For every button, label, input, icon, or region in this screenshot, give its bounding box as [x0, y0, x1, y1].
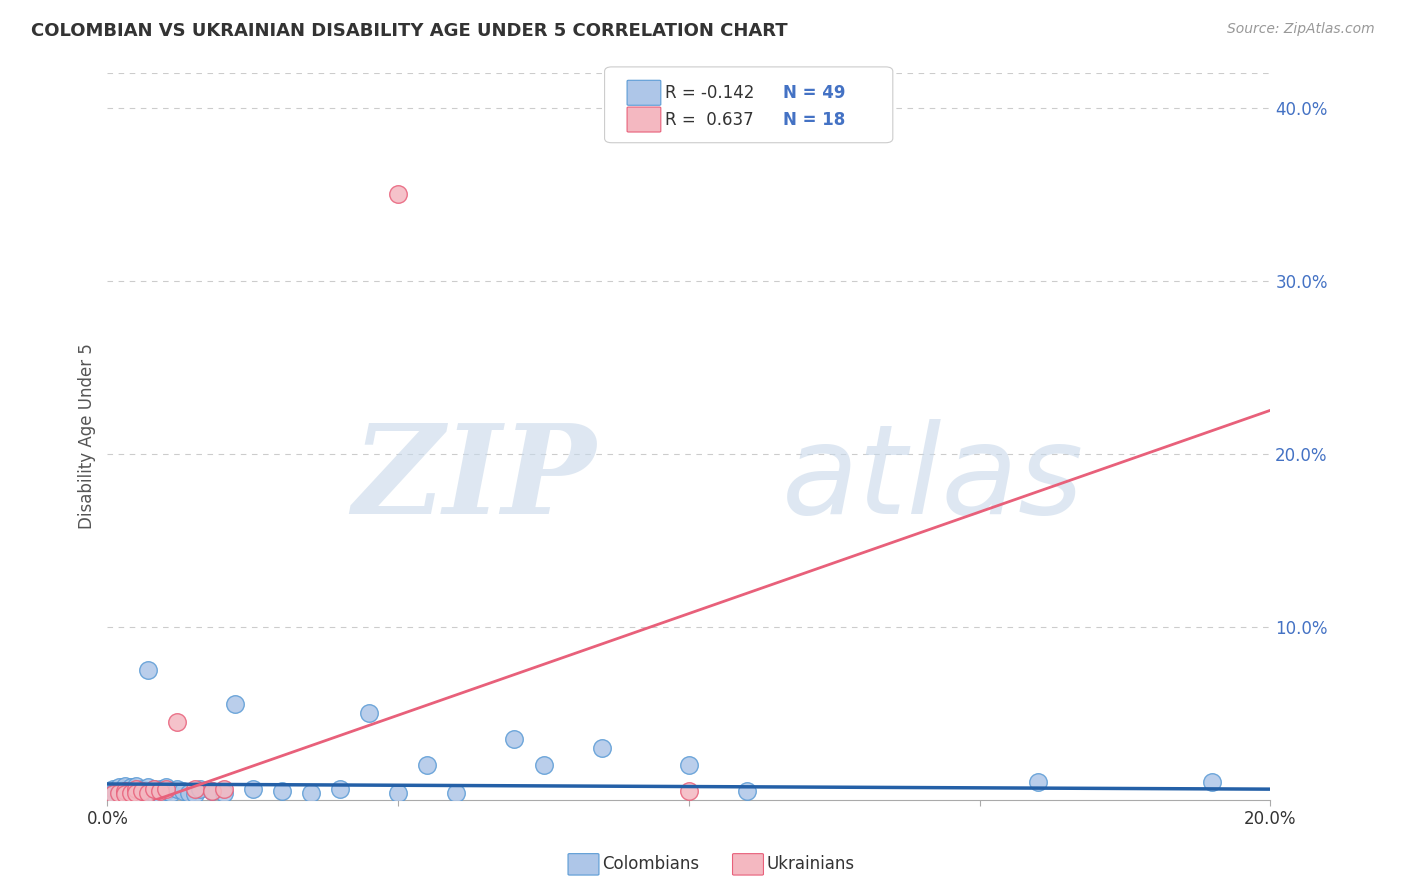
- Text: Source: ZipAtlas.com: Source: ZipAtlas.com: [1227, 22, 1375, 37]
- Point: [299, 786, 322, 800]
- Point: [149, 784, 172, 798]
- Point: [103, 786, 125, 800]
- Text: COLOMBIAN VS UKRAINIAN DISABILITY AGE UNDER 5 CORRELATION CHART: COLOMBIAN VS UKRAINIAN DISABILITY AGE UN…: [31, 22, 787, 40]
- Text: N = 18: N = 18: [783, 111, 845, 128]
- Point: [108, 786, 131, 800]
- Point: [114, 779, 136, 793]
- Point: [131, 788, 153, 802]
- Point: [183, 788, 205, 802]
- Point: [329, 782, 352, 797]
- Point: [108, 784, 131, 798]
- Point: [416, 758, 439, 772]
- Point: [190, 782, 212, 797]
- Point: [125, 782, 148, 797]
- Point: [114, 786, 136, 800]
- Point: [172, 784, 194, 798]
- Point: [120, 786, 142, 800]
- Point: [678, 758, 700, 772]
- Point: [114, 782, 136, 797]
- Point: [103, 788, 125, 802]
- Point: [212, 786, 235, 800]
- Point: [136, 780, 159, 795]
- Point: [120, 784, 142, 798]
- Point: [503, 731, 526, 746]
- Point: [166, 782, 188, 797]
- Text: Ukrainians: Ukrainians: [766, 855, 855, 873]
- Point: [201, 784, 224, 798]
- Text: atlas: atlas: [782, 419, 1084, 541]
- Point: [224, 698, 246, 712]
- Y-axis label: Disability Age Under 5: Disability Age Under 5: [79, 343, 96, 529]
- Point: [160, 786, 183, 800]
- Point: [166, 714, 188, 729]
- Point: [387, 786, 409, 800]
- Text: R =  0.637: R = 0.637: [665, 111, 754, 128]
- Point: [1026, 775, 1049, 789]
- Point: [120, 780, 142, 795]
- Point: [149, 788, 172, 802]
- Point: [136, 663, 159, 677]
- Point: [155, 784, 177, 798]
- Point: [136, 786, 159, 800]
- Point: [149, 782, 172, 797]
- Point: [131, 782, 153, 797]
- Point: [155, 782, 177, 797]
- Point: [125, 779, 148, 793]
- Point: [183, 782, 205, 797]
- Point: [591, 740, 613, 755]
- Point: [387, 187, 409, 202]
- Point: [201, 784, 224, 798]
- Point: [136, 784, 159, 798]
- Point: [108, 780, 131, 795]
- Point: [142, 782, 165, 797]
- Point: [125, 782, 148, 797]
- Point: [142, 786, 165, 800]
- Point: [446, 786, 468, 800]
- Point: [357, 706, 380, 720]
- Point: [131, 784, 153, 798]
- Point: [678, 784, 700, 798]
- Point: [735, 784, 758, 798]
- Point: [114, 784, 136, 798]
- Text: R = -0.142: R = -0.142: [665, 84, 755, 102]
- Point: [270, 784, 292, 798]
- Point: [212, 782, 235, 797]
- Point: [125, 786, 148, 800]
- Text: Colombians: Colombians: [602, 855, 699, 873]
- Text: ZIP: ZIP: [352, 419, 596, 541]
- Text: N = 49: N = 49: [783, 84, 845, 102]
- Point: [533, 758, 555, 772]
- Point: [242, 782, 264, 797]
- Point: [108, 788, 131, 802]
- Point: [1201, 775, 1223, 789]
- Point: [125, 786, 148, 800]
- Point: [177, 786, 200, 800]
- Point: [142, 782, 165, 797]
- Point: [155, 780, 177, 795]
- Point: [103, 782, 125, 797]
- Point: [114, 788, 136, 802]
- Point: [120, 788, 142, 802]
